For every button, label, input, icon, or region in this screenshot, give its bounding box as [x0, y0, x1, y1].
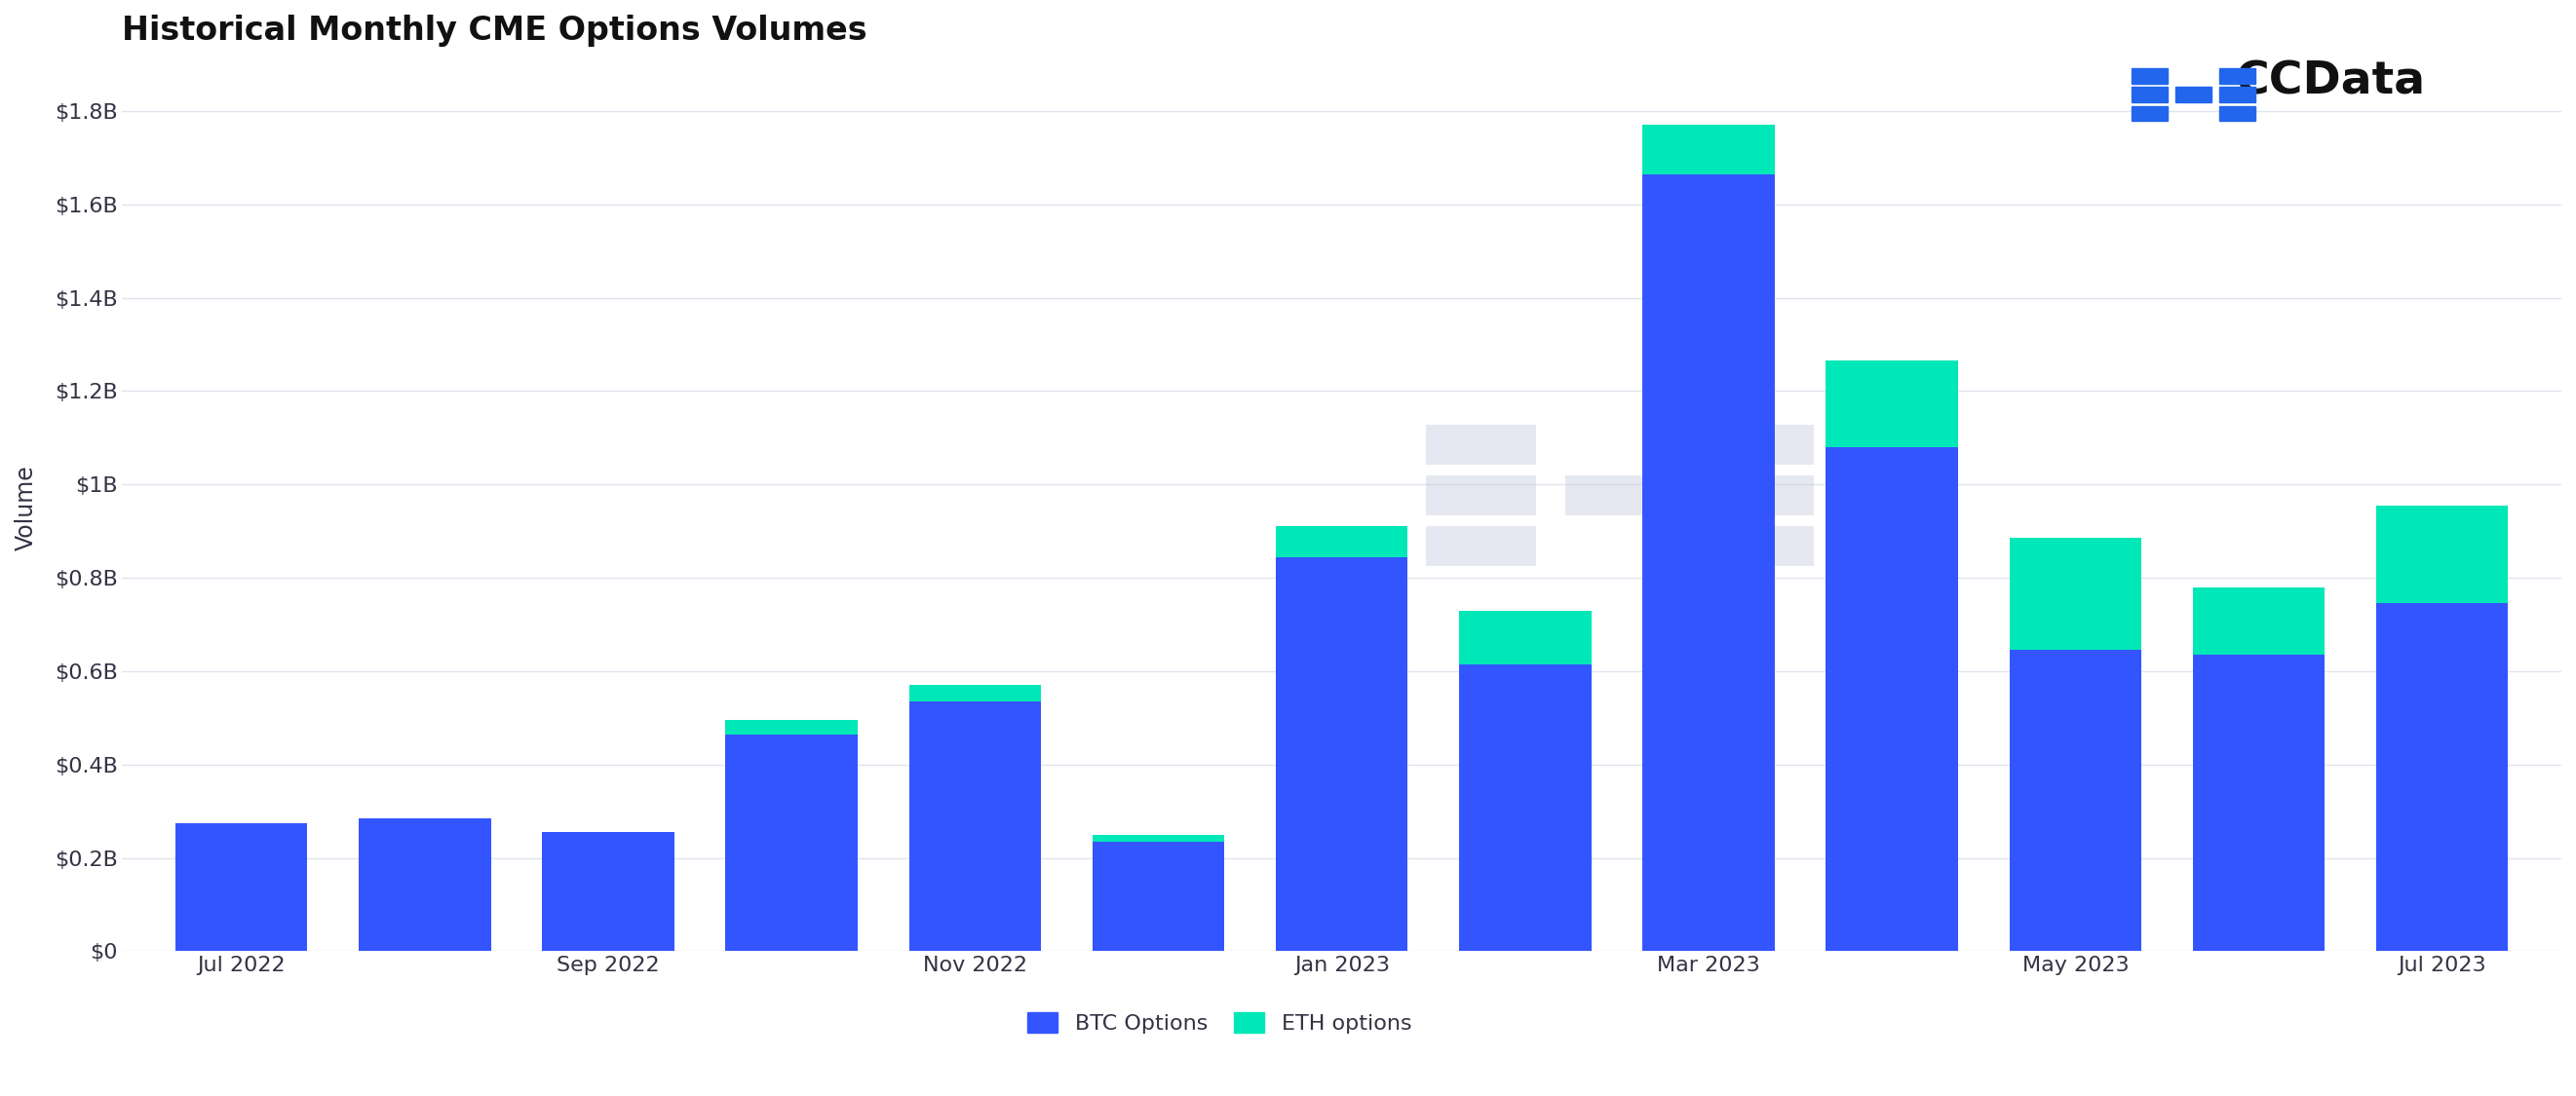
Bar — [1643, 174, 1775, 951]
Text: CCData: CCData — [2236, 60, 2427, 104]
Bar — [726, 734, 858, 951]
FancyBboxPatch shape — [1566, 476, 1674, 515]
Bar — [2375, 505, 2509, 604]
Bar — [726, 720, 858, 734]
Bar — [1643, 125, 1775, 174]
FancyBboxPatch shape — [1703, 526, 1814, 566]
Text: Historical Monthly CME Options Volumes: Historical Monthly CME Options Volumes — [121, 14, 868, 47]
Bar — [1458, 664, 1592, 951]
Legend: BTC Options, ETH options: BTC Options, ETH options — [1020, 1004, 1422, 1042]
Bar — [358, 819, 492, 951]
FancyBboxPatch shape — [1703, 476, 1814, 515]
Bar — [909, 685, 1041, 701]
Bar — [2375, 604, 2509, 951]
FancyBboxPatch shape — [1703, 425, 1814, 465]
Bar — [1826, 447, 1958, 951]
Bar — [2009, 538, 2141, 650]
Bar — [909, 701, 1041, 951]
FancyBboxPatch shape — [1427, 526, 1535, 566]
Bar — [1458, 610, 1592, 664]
Y-axis label: Volume: Volume — [15, 465, 39, 550]
FancyBboxPatch shape — [1427, 425, 1535, 465]
Bar — [1275, 557, 1409, 951]
Bar — [2009, 650, 2141, 951]
Bar — [1826, 361, 1958, 447]
Bar — [1092, 835, 1224, 842]
Bar — [1275, 526, 1409, 557]
FancyBboxPatch shape — [1427, 476, 1535, 515]
Bar — [2192, 587, 2324, 655]
Bar — [2192, 655, 2324, 951]
Bar — [175, 823, 307, 951]
Bar — [1092, 842, 1224, 951]
Bar — [541, 832, 675, 951]
